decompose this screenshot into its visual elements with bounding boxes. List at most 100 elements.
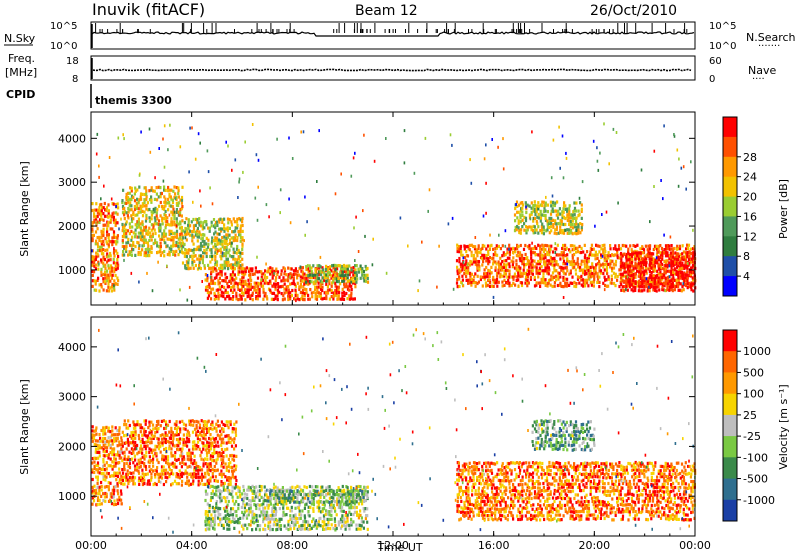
data-cell: [348, 289, 350, 292]
data-cell: [291, 289, 293, 292]
data-cell: [129, 201, 131, 204]
data-cell: [522, 219, 524, 222]
data-cell: [226, 523, 228, 526]
data-cell: [156, 222, 158, 225]
data-cell: [163, 254, 165, 257]
data-cell: [498, 234, 500, 237]
data-cell: [156, 208, 158, 211]
data-cell: [197, 476, 199, 479]
data-cell: [575, 282, 577, 285]
data-cell: [152, 289, 154, 292]
data-cell: [219, 513, 221, 516]
data-cell: [573, 217, 575, 220]
data-cell: [295, 267, 297, 270]
data-cell: [161, 205, 163, 208]
data-cell: [530, 247, 532, 250]
data-cell: [550, 225, 552, 228]
data-cell: [98, 263, 100, 266]
data-cell: [484, 157, 486, 160]
data-cell: [123, 458, 125, 461]
data-cell: [242, 267, 244, 270]
data-cell: [555, 242, 557, 245]
data-cell: [115, 478, 117, 481]
data-cell: [227, 226, 229, 229]
data-cell: [471, 254, 473, 257]
data-cell: [534, 213, 536, 216]
data-cell: [93, 270, 95, 273]
data-cell: [114, 485, 116, 488]
data-cell: [553, 139, 555, 142]
data-cell: [190, 455, 192, 458]
data-cell: [611, 282, 613, 285]
data-cell: [145, 251, 147, 254]
data-cell: [230, 273, 232, 276]
data-cell: [195, 462, 197, 465]
data-cell: [202, 483, 204, 486]
data-cell: [230, 266, 232, 269]
data-cell: [559, 275, 561, 278]
data-cell: [214, 231, 216, 234]
data-cell: [232, 472, 234, 475]
data-cell: [123, 213, 125, 216]
data-cell: [208, 445, 210, 448]
data-cell: [111, 198, 113, 201]
data-cell: [558, 126, 560, 129]
data-cell: [130, 472, 132, 475]
data-cell: [356, 277, 358, 280]
data-cell: [555, 247, 557, 250]
data-cell: [164, 241, 166, 244]
data-cell: [632, 244, 634, 247]
data-cell: [141, 193, 143, 196]
data-cell: [589, 273, 591, 276]
data-cell: [172, 236, 174, 239]
data-cell: [134, 437, 136, 440]
data-cell: [266, 276, 268, 279]
data-cell: [555, 275, 557, 278]
data-cell: [489, 256, 491, 259]
data-cell: [470, 284, 472, 287]
data-cell: [623, 289, 625, 292]
data-cell: [289, 283, 291, 286]
data-cell: [108, 440, 110, 443]
data-cell: [214, 528, 216, 531]
data-cell: [116, 240, 118, 243]
data-cell: [123, 434, 125, 437]
data-cell: [95, 264, 97, 267]
data-cell: [148, 421, 150, 424]
data-cell: [672, 289, 674, 292]
data-cell: [478, 260, 480, 263]
data-cell: [665, 261, 667, 264]
data-cell: [248, 288, 250, 291]
data-cell: [552, 219, 554, 222]
data-cell: [611, 278, 613, 281]
data-cell: [192, 201, 194, 204]
data-cell: [143, 457, 145, 460]
data-cell: [163, 458, 165, 461]
data-cell: [211, 421, 213, 424]
data-cell: [573, 201, 575, 204]
data-cell: [165, 189, 167, 192]
data-cell: [109, 156, 111, 159]
data-cell: [470, 260, 472, 263]
data-cell: [93, 471, 95, 474]
data-cell: [120, 499, 122, 502]
data-cell: [112, 274, 114, 277]
data-cell: [517, 268, 519, 271]
data-cell: [582, 180, 584, 183]
data-cell: [643, 248, 645, 251]
data-cell: [191, 255, 193, 258]
data-cell: [183, 243, 185, 246]
colorbar-tick-label: 16: [743, 210, 757, 223]
data-cell: [571, 282, 573, 285]
data-cell: [242, 224, 244, 227]
data-cell: [348, 294, 350, 297]
data-cell: [366, 274, 368, 277]
data-cell: [345, 292, 347, 295]
data-cell: [193, 230, 195, 233]
data-cell: [161, 469, 163, 472]
data-cell: [284, 283, 286, 286]
data-cell: [212, 472, 214, 475]
data-cell: [492, 257, 494, 260]
data-cell: [116, 482, 118, 485]
data-cell: [210, 447, 212, 450]
